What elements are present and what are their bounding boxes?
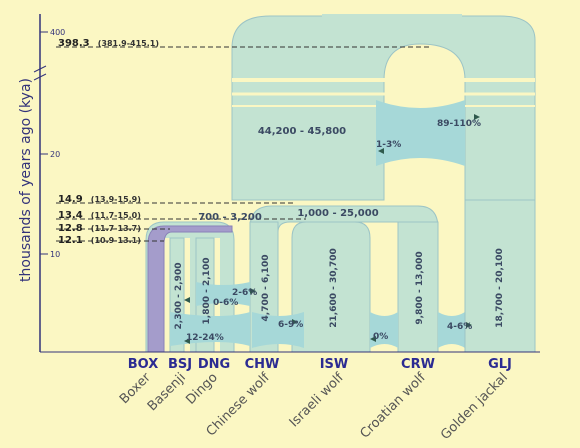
lineage-name-dingo: Dingo [183,370,221,408]
split-time-label: 12.1 (10.9-13.1) [58,228,141,247]
ancestral-dog-size: 700 - 3,200 [198,212,262,223]
migration-rate: 4-6% [447,322,472,332]
axis-break-mark [33,65,47,73]
migration-arrow [184,114,480,344]
migration-golden-ancestral [376,100,465,166]
lineage-abbr-box: BOX [128,357,159,372]
israeli-wolf-size: 21,600 - 30,700 [329,248,339,327]
timeline-dashes [56,46,430,242]
migration-rate: 12-24% [186,333,224,343]
dog-block-gap-1 [164,238,170,352]
split-time-label: 14.9 (13.9-15.9) [58,187,141,206]
axis-break-mark [33,73,47,81]
migration-rate: 1-3% [376,140,401,150]
ancestral-wolf-size: 1,000 - 25,000 [297,208,378,219]
dingo-size: 1,800 - 2,100 [202,258,212,325]
migration-chinese-israeli [252,312,304,348]
migration-rate: 0% [373,332,388,342]
split-time-label: 13.4 (11.7-15.0) [58,203,141,222]
lineage-name-basenji: Basenji [145,370,189,414]
boxer-lineage [147,225,233,353]
lineage-name-golden-jackal: Golden jackal [438,370,511,443]
lineage-abbr-glj: GLJ [488,357,512,372]
migration-rate: 0-6% [213,298,238,308]
migration-israeli-croatian [370,312,398,348]
split-time-label: 12.8 (11.7-13.7) [58,216,141,235]
ancestral-population-size: 44,200 - 45,800 [258,126,346,137]
dog-block-gap-2 [184,238,190,352]
lineage-name-israeli-wolf: Israeli wolf [287,370,347,430]
croatian-wolf-column [397,221,439,353]
migration-rate: 89-110% [437,119,481,129]
y-tick-label-20: 20 [50,150,60,159]
croatian-wolf-size: 9,800 - 13,000 [415,251,425,324]
israeli-wolf-column [291,221,371,353]
y-tick-label-400: 400 [50,28,65,37]
lineage-abbr-dng: DNG [198,357,230,372]
golden-jackal-size: 18,700 - 20,100 [495,248,505,327]
basenji-size: 2,300 - 2,900 [174,263,184,330]
lineage-abbr-isw: ISW [320,357,349,372]
migration-croatian-golden [438,312,465,348]
migration-rate: 6-9% [278,320,303,330]
y-tick-label-10: 10 [50,250,60,259]
migration-basenji-chinese [170,312,250,346]
ancestral-top-cap [322,14,462,20]
migration-dingo-chinese [196,282,250,306]
y-axis-label: thousands of years ago (kya) [18,78,34,282]
chinese-wolf-size: 4,700 - 6,100 [261,255,271,322]
lineage-abbr-bsj: BSJ [168,357,192,372]
lineage-abbr-crw: CRW [401,357,435,372]
lineage-abbr-chw: CHW [245,357,280,372]
migration-rate: 2-6% [232,288,257,298]
split-time-label: 398.3 (381.9-415.1) [58,31,159,50]
lineage-name-croatian-wolf: Croatian wolf [357,370,429,442]
